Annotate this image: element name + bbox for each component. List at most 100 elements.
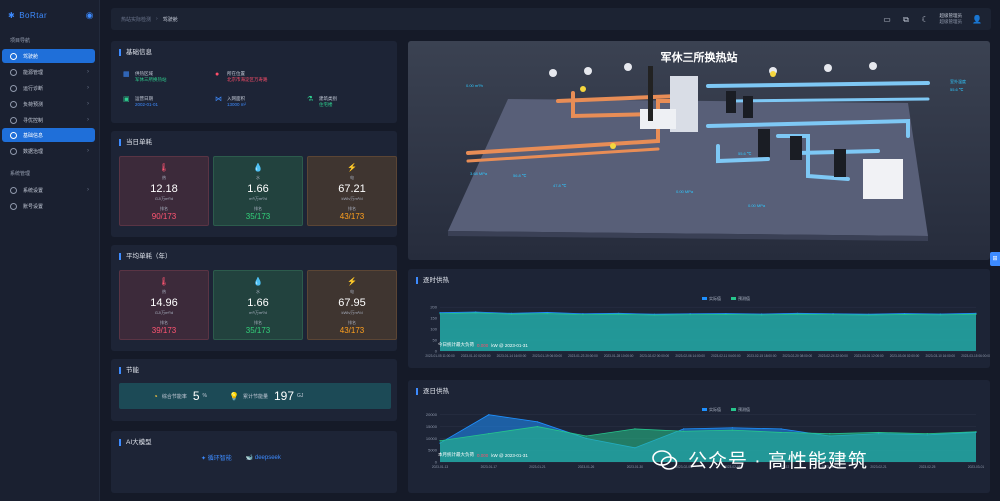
x-tick-label: 2023-02-02 00:00:00: [640, 354, 670, 358]
sidebar-item-label: 账号设置: [23, 203, 44, 210]
sidebar-item-label: 负荷预测: [23, 101, 44, 108]
data-point: [975, 312, 977, 314]
avatar-icon[interactable]: 👤: [972, 14, 982, 24]
data-point: [939, 313, 941, 315]
location-icon: ●: [215, 71, 220, 78]
chevron-right-icon: ›: [87, 117, 89, 123]
metric-label: 0.00 MPa: [676, 189, 694, 194]
data-point: [829, 433, 831, 435]
data-point: [546, 312, 548, 315]
series-line-0: [439, 311, 977, 315]
data-point: [618, 312, 620, 314]
sidebar-item-label: 系统设置: [23, 187, 44, 194]
breadcrumb-root[interactable]: 热站实际检测: [121, 16, 152, 23]
metric-label: 0.00 MPa: [748, 203, 766, 208]
series-line-1: [439, 312, 977, 316]
rank-value: 43/173: [339, 326, 365, 335]
basic-info-panel: 基础信息 ▦ 供热区域 军休三所换热站 ● 所在位置 北京市海淀区万寿路 ▣ 运营日…: [111, 41, 397, 123]
sidebar-item-forecast[interactable]: 负荷预测 ›: [2, 97, 95, 111]
y-tick-label: 5000: [428, 448, 438, 453]
metric-name: 热: [162, 289, 166, 294]
user-info[interactable]: 超级管理员 超级管理员: [940, 13, 963, 25]
rank-value: 90/173: [151, 212, 177, 221]
daily-chart[interactable]: 0 5000 10000 15000 20000 2023-01-13 2023-01-17…: [408, 380, 990, 493]
forecast-icon: [10, 100, 17, 108]
sidebar-item-label: 寻优控制: [23, 117, 44, 124]
ai-model-1-label: 循环智能: [207, 456, 232, 462]
ai-model-list: ✦ 循环智能 🐋 deepseek: [201, 453, 281, 462]
hourly-chart[interactable]: 0 50 100 150 200 2023-01-05 11:00:00 2023-01-1…: [408, 269, 990, 368]
data-point: [731, 427, 733, 429]
saving-rate-value: 5: [192, 389, 200, 403]
info-value: 2002-01-01: [135, 102, 159, 107]
info-operation-date: ▣ 运营日期 2002-01-01: [123, 96, 158, 108]
bulb-icon: 💡: [229, 391, 239, 401]
data-point: [939, 314, 941, 316]
x-tick-label: 2023-01-19 06:00:00: [532, 354, 562, 358]
sidebar-item-system-settings[interactable]: 系统设置 ›: [2, 183, 95, 197]
sidebar-item-basic-info[interactable]: 基础信息: [2, 128, 95, 142]
breadcrumb-separator: ›: [156, 16, 158, 22]
info-label: 所在位置: [227, 71, 245, 76]
data-point: [618, 313, 620, 315]
moon-icon[interactable]: ☾: [921, 14, 929, 24]
data-point: [653, 314, 655, 316]
legend-actual[interactable]: 实际值: [702, 407, 721, 413]
data-point: [488, 433, 490, 435]
info-value: 军休三所换热站: [135, 77, 167, 82]
data-point: [731, 429, 733, 431]
sidebar-item-label: 基础信息: [23, 132, 44, 139]
rank-label: 排名: [254, 206, 262, 211]
station-title: 军休三所换热站: [660, 51, 738, 64]
data-point: [634, 428, 636, 430]
x-tick-label: 2023-01-05 11:00:00: [425, 354, 455, 358]
collapse-icon[interactable]: ◉: [85, 9, 94, 20]
legend-actual-label: 实际值: [709, 407, 721, 412]
metric-value: 67.21: [338, 183, 366, 195]
nav-section-system: 系统管理: [10, 171, 31, 177]
gear-icon: [10, 186, 17, 194]
sidebar-item-data[interactable]: 数据治理 ›: [2, 144, 95, 158]
annotation-label: 本月统计最大负荷: [438, 452, 474, 457]
rank-label: 排名: [348, 320, 356, 325]
sidebar-item-account[interactable]: 账号设置: [2, 199, 95, 213]
data-point: [780, 428, 782, 430]
water-drop-icon: 💧: [253, 163, 263, 172]
water-tank: [863, 159, 903, 199]
annotation-value: 0.000: [477, 342, 489, 348]
metric-unit: m³/万m²/d: [249, 310, 267, 315]
data-point: [725, 313, 727, 316]
chart-legend: 实际值 预测值: [702, 407, 750, 413]
data-point: [832, 313, 834, 315]
legend-actual-label: 实际值: [709, 296, 721, 301]
legend-forecast[interactable]: 预测值: [731, 296, 750, 302]
x-tick-label: 2023-01-28 10:00:00: [604, 354, 634, 358]
average-consumption-panel: 平均单耗（年） 🌡 热 14.96 GJ/万m²/d 排名 39/173 💧 水…: [111, 245, 397, 351]
logo-icon: ✱: [8, 10, 16, 20]
station-3d-view[interactable]: 军休三所换热站 0.00 m³/h 室外温度 55.6 ℃ 3.68 MPa 5…: [408, 41, 990, 260]
sidebar-item-optimize[interactable]: 寻优控制 ›: [2, 113, 95, 127]
metric-name: 电: [350, 175, 354, 180]
series-area-1: [440, 312, 976, 351]
watermark: 公众号 · 高性能建筑: [652, 446, 868, 473]
annotation-label: 今日统计最大负荷: [438, 342, 474, 347]
translate-icon[interactable]: ⧉: [903, 14, 909, 24]
sidebar-item-energy[interactable]: 能源管理 ›: [2, 65, 95, 79]
data-point: [868, 313, 870, 315]
legend-forecast[interactable]: 预测值: [731, 407, 750, 413]
ai-model-1[interactable]: ✦ 循环智能: [201, 453, 232, 462]
legend-forecast-label: 预测值: [738, 407, 750, 412]
ai-model-2[interactable]: 🐋 deepseek: [246, 454, 281, 461]
info-value: 住宅楼: [319, 102, 333, 107]
x-tick-label: 2023-03-01 12:00:00: [854, 354, 884, 358]
whale-icon: 🐋: [245, 455, 255, 461]
data-point: [510, 313, 513, 315]
sidebar-item-diagnosis[interactable]: 运行诊断 ›: [2, 81, 95, 95]
message-icon[interactable]: ▭: [883, 14, 891, 24]
side-expand-tab[interactable]: ⊞: [990, 252, 1000, 266]
legend-actual[interactable]: 实际值: [702, 296, 721, 302]
sidebar-item-cockpit[interactable]: 驾驶舱: [2, 49, 95, 63]
daily-heat-card: 🌡 热 12.18 GJ/万m²/d 排名 90/173: [119, 156, 209, 226]
info-location: ● 所在位置 北京市海淀区万寿路: [215, 71, 268, 83]
metric-unit: GJ/万m²/d: [154, 196, 174, 201]
